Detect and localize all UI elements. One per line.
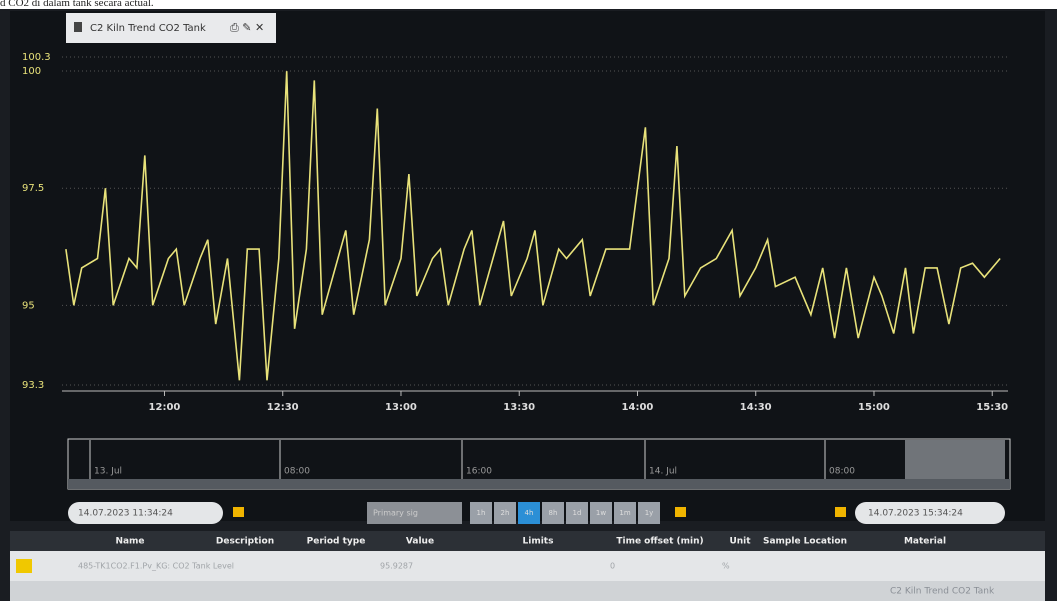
cell: % [722,562,730,571]
range-label[interactable]: 1h [477,509,486,517]
x-tick-label: 12:30 [267,402,299,413]
start-date[interactable]: 14.07.2023 11:34:24 [78,509,173,519]
column-header[interactable]: Period type [307,537,366,547]
range-label[interactable]: 1w [596,509,606,517]
navigator-label: 08:00 [284,467,310,477]
row-visibility[interactable] [16,559,32,573]
range-label[interactable]: 1y [645,509,654,517]
x-tick-label: 14:00 [622,402,654,413]
caption: d CO2 di dalam tank secara actual. [0,0,1057,9]
range-label[interactable]: 1d [573,509,582,517]
cell: 485-TK1CO2.F1.Pv_KG: CO2 Tank Level [78,562,234,571]
y-tick-label: 100.3 [22,52,51,63]
navigator-label: 16:00 [466,467,492,477]
y-tick-label: 97.5 [22,183,44,194]
column-header[interactable]: Time offset (min) [616,537,703,547]
cell: 0 [610,562,615,571]
column-header[interactable]: Unit [729,537,751,547]
x-tick-label: 14:30 [740,402,772,413]
footer-tab[interactable]: C2 Kiln Trend CO2 Tank [890,587,995,597]
y-tick-label: 95 [22,300,35,311]
column-header[interactable]: Value [406,537,434,547]
trend-view: C2 Kiln Trend CO2 Tank ⎙ ✎ ✕ 14.07.2023 … [0,9,1057,601]
lock-icon[interactable] [835,507,846,517]
navigator-label: 14. Jul [649,467,677,477]
lock-icon[interactable] [233,507,244,517]
navigator-label: 13. Jul [94,467,122,477]
range-label[interactable]: 4h [525,509,534,517]
x-tick-label: 12:00 [149,402,181,413]
signal-label[interactable]: Primary sig [373,509,418,518]
screen: d CO2 di dalam tank secara actual. C2 Ki… [0,0,1057,601]
tab-title[interactable]: C2 Kiln Trend CO2 Tank [90,23,206,34]
column-header[interactable]: Description [216,537,274,547]
x-tick-label: 13:30 [503,402,535,413]
y-tick-label: 93.3 [22,380,44,391]
x-tick-label: 15:30 [976,402,1008,413]
navigator-scrollbar[interactable] [68,479,1010,489]
range-label[interactable]: 2h [501,509,510,517]
column-header[interactable]: Name [115,537,144,547]
navigator-label: 08:00 [829,467,855,477]
cell: 95.9287 [380,562,413,571]
range-label[interactable]: 8h [549,509,558,517]
column-header[interactable]: Sample Location [763,537,847,547]
column-header[interactable]: Material [904,537,946,547]
tab-icons[interactable]: ⎙ ✎ ✕ [230,21,264,34]
doc-icon [74,22,82,32]
x-tick-label: 13:00 [385,402,417,413]
x-tick-label: 15:00 [858,402,890,413]
unlock-icon[interactable] [675,507,686,517]
y-tick-label: 100 [22,66,41,77]
range-label[interactable]: 1m [619,509,630,517]
column-header[interactable]: Limits [523,537,554,547]
end-date[interactable]: 14.07.2023 15:34:24 [868,509,963,519]
